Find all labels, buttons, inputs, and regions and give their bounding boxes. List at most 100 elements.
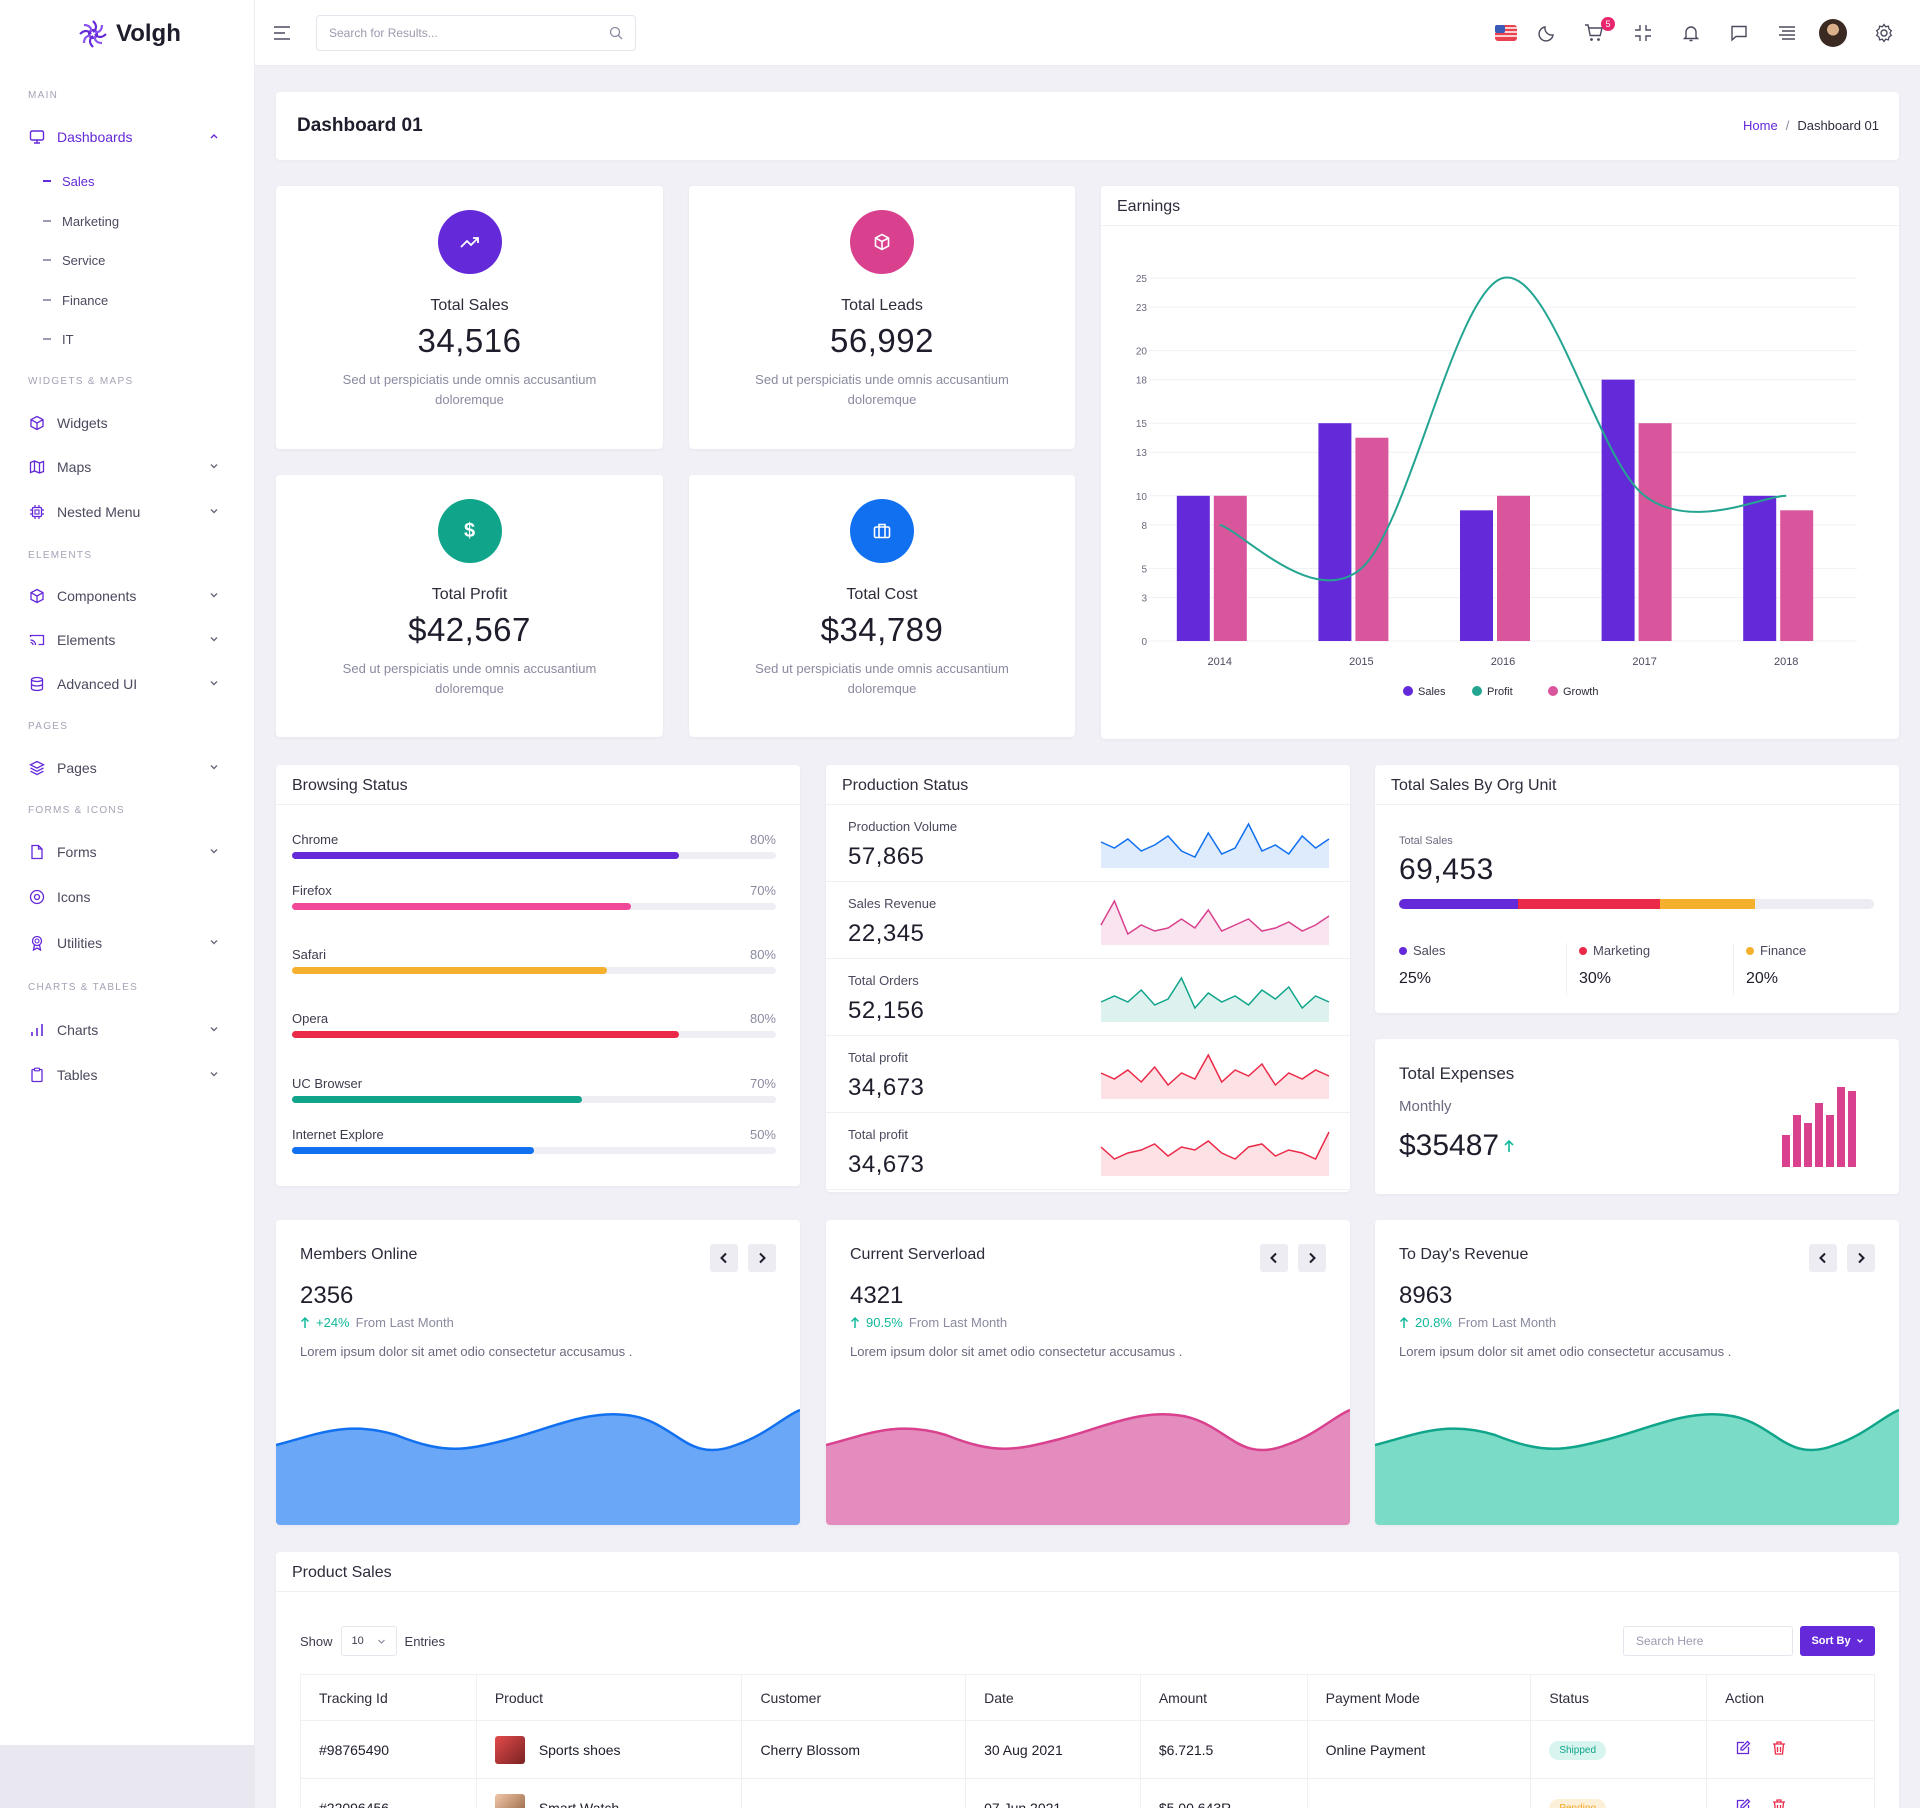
sidebar-item-charts[interactable]: Charts xyxy=(28,1015,228,1045)
browsing-header: Browsing Status xyxy=(276,765,800,805)
bar-growth[interactable] xyxy=(1638,423,1672,641)
clipboard-icon xyxy=(28,1066,46,1084)
breadcrumb-home[interactable]: Home xyxy=(1743,118,1778,133)
product-cell: Smart Watch xyxy=(475,1778,743,1808)
search-icon[interactable] xyxy=(609,26,623,40)
bar-growth[interactable] xyxy=(1213,495,1247,641)
chevron-down-icon xyxy=(210,1027,218,1032)
column-header[interactable]: Status xyxy=(1530,1674,1708,1721)
action-cell xyxy=(1706,1720,1875,1779)
column-header[interactable]: Tracking Id xyxy=(300,1674,477,1721)
next-button[interactable] xyxy=(748,1244,776,1272)
x-tick-label: 2018 xyxy=(1774,656,1798,668)
moon-icon[interactable] xyxy=(1535,21,1559,45)
sidebar-item-components[interactable]: Components xyxy=(28,581,228,611)
sidebar-sub-it[interactable]: IT xyxy=(43,327,74,351)
product-sales-table-wrap: Tracking Id Product Customer Date Amount Paym… xyxy=(300,1674,1875,1808)
bar-sales[interactable] xyxy=(1176,495,1210,641)
legend-dot xyxy=(1579,946,1587,955)
browsing-title: Browsing Status xyxy=(292,777,408,794)
bar-sales[interactable] xyxy=(1743,495,1777,641)
column-header[interactable]: Amount xyxy=(1139,1674,1308,1721)
trash-icon[interactable] xyxy=(1771,1740,1787,1756)
stat-desc: Sed ut perspiciatis unde omnis accusanti… xyxy=(342,661,597,696)
bar-growth[interactable] xyxy=(1780,510,1814,641)
sidebar-sub-sales[interactable]: Sales xyxy=(43,169,95,193)
prev-button[interactable] xyxy=(710,1244,738,1272)
edit-icon[interactable] xyxy=(1735,1740,1751,1756)
column-header[interactable]: Product xyxy=(475,1674,743,1721)
sidebar-item-tables[interactable]: Tables xyxy=(28,1060,228,1090)
sidebar-item-icons[interactable]: Icons xyxy=(28,882,228,912)
sidebar-sub-marketing[interactable]: Marketing xyxy=(43,209,119,233)
org-unit-progress xyxy=(1399,899,1874,909)
column-header[interactable]: Payment Mode xyxy=(1306,1674,1532,1721)
amount: $6.721.5 xyxy=(1139,1720,1308,1779)
sidebar-item-widgets[interactable]: Widgets xyxy=(28,408,228,438)
gear-icon[interactable] xyxy=(1872,21,1896,45)
bar-growth[interactable] xyxy=(1497,495,1530,641)
sidebar-item-dashboards[interactable]: Dashboards xyxy=(28,122,228,152)
browsing-status-card: Browsing Status Chrome 80% Firefox 70% Safar… xyxy=(276,765,800,1186)
legend-label: Profit xyxy=(1487,686,1513,698)
trash-icon[interactable] xyxy=(1771,1798,1787,1808)
chevron-down-icon xyxy=(210,681,218,686)
page-header: Dashboard 01 Home / Dashboard 01 xyxy=(276,92,1899,160)
next-button[interactable] xyxy=(1847,1244,1875,1272)
stat-card-total-leads: Total Leads 56,992 Sed ut perspiciatis u… xyxy=(689,186,1075,449)
entries-select[interactable]: 10 xyxy=(340,1626,397,1656)
bar-sales[interactable] xyxy=(1318,423,1352,641)
search-input[interactable]: Search for Results... xyxy=(316,15,636,51)
sidebar-item-utilities[interactable]: Utilities xyxy=(28,928,228,958)
legend-dot xyxy=(1399,946,1407,955)
brand-logo[interactable]: Volgh xyxy=(78,16,181,52)
sidebar-sub-service[interactable]: Service xyxy=(43,248,105,272)
table-search-input[interactable]: Search Here xyxy=(1623,1626,1793,1656)
change-value: +24% xyxy=(316,1315,350,1330)
org-unit-item: Sales 25% xyxy=(1399,943,1549,995)
sidebar-item-elements[interactable]: Elements xyxy=(28,625,228,655)
page-title: Dashboard 01 xyxy=(297,115,423,136)
product-name: Sports shoes xyxy=(538,1741,621,1758)
bell-icon[interactable] xyxy=(1679,21,1703,45)
menu-icon[interactable] xyxy=(270,21,294,45)
sidebar-item-maps[interactable]: Maps xyxy=(28,452,228,482)
browser-row: Opera 80% xyxy=(292,1011,776,1038)
y-tick-label: 15 xyxy=(1136,419,1148,430)
list-icon[interactable] xyxy=(1775,21,1799,45)
sidebar-item-forms[interactable]: Forms xyxy=(28,837,228,867)
monitor-icon xyxy=(28,128,46,146)
production-row: Total profit 34,673 xyxy=(826,1036,1350,1113)
sidebar-item-advanced-ui[interactable]: Advanced UI xyxy=(28,669,228,699)
cart-icon[interactable] xyxy=(1582,21,1606,45)
bar-sales[interactable] xyxy=(1460,510,1493,641)
sidebar-item-nested-menu[interactable]: Nested Menu xyxy=(28,497,228,527)
prev-button[interactable] xyxy=(1260,1244,1288,1272)
edit-icon[interactable] xyxy=(1735,1798,1751,1808)
current-serverload-card: Current Serverload 4321 90.5% From Last Mon… xyxy=(826,1220,1350,1525)
mini-card-change: 90.5% From Last Month xyxy=(850,1315,1007,1330)
bar-sales[interactable] xyxy=(1601,379,1635,641)
status-cell: Pending xyxy=(1530,1778,1708,1808)
message-icon[interactable] xyxy=(1727,21,1751,45)
bar-growth[interactable] xyxy=(1355,437,1389,641)
expenses-value: $35487 xyxy=(1399,1129,1500,1162)
sidebar-item-pages[interactable]: Pages xyxy=(28,753,228,783)
org-unit-label: Total Sales xyxy=(1399,835,1453,847)
chevron-down-icon xyxy=(377,1639,385,1644)
prev-button[interactable] xyxy=(1809,1244,1837,1272)
flag-us-icon[interactable] xyxy=(1494,21,1518,45)
next-button[interactable] xyxy=(1298,1244,1326,1272)
fullscreen-icon[interactable] xyxy=(1631,21,1655,45)
sidebar-item-label: Tables xyxy=(57,1067,98,1083)
production-value: 57,865 xyxy=(848,843,925,870)
column-header[interactable]: Action xyxy=(1706,1674,1875,1721)
sparkline xyxy=(1100,899,1330,945)
avatar[interactable] xyxy=(1819,19,1847,47)
sidebar-sub-finance[interactable]: Finance xyxy=(43,288,108,312)
chevron-down-icon xyxy=(210,509,218,514)
sort-by-button[interactable]: Sort By xyxy=(1800,1626,1875,1656)
column-header[interactable]: Date xyxy=(965,1674,1141,1721)
sparkline-line xyxy=(1100,1131,1330,1160)
column-header[interactable]: Customer xyxy=(741,1674,967,1721)
